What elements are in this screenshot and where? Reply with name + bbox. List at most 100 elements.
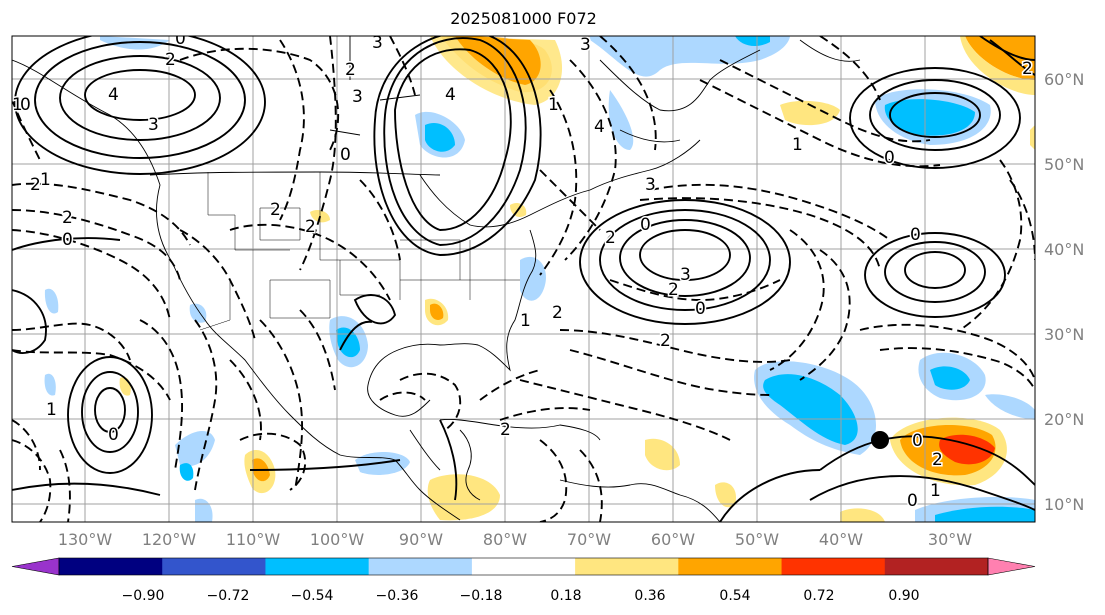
contours-dashed bbox=[12, 36, 1035, 522]
lon-label: 120°W bbox=[142, 530, 197, 549]
colorbar-tick: 0.18 bbox=[550, 588, 581, 604]
contour-label: 3 bbox=[580, 35, 591, 55]
colorbar-tick: 0.72 bbox=[803, 588, 834, 604]
contour-label: 3 bbox=[680, 265, 691, 285]
longitude-labels: 130°W 120°W 110°W 100°W 90°W 80°W 70°W 6… bbox=[58, 530, 972, 549]
fill-blue bbox=[763, 374, 858, 445]
colorbar-tick: −0.36 bbox=[376, 588, 419, 604]
lon-label: 40°W bbox=[819, 530, 863, 549]
lon-label: 110°W bbox=[226, 530, 281, 549]
colorbar-segment bbox=[162, 558, 266, 575]
fill-blue bbox=[935, 506, 1035, 522]
fill-yellow bbox=[119, 376, 131, 396]
fill-orange bbox=[455, 36, 541, 85]
contour-label: 0 bbox=[912, 431, 923, 451]
colorbar-tick: 0.54 bbox=[719, 588, 750, 604]
lat-label: 50°N bbox=[1044, 155, 1084, 174]
contour-label: 3 bbox=[352, 87, 363, 107]
lon-label: 30°W bbox=[928, 530, 972, 549]
fill-red bbox=[939, 434, 995, 465]
contour-label: 2 bbox=[30, 175, 41, 195]
fill-lightblue bbox=[195, 498, 213, 522]
contour-label: 2 bbox=[345, 60, 356, 80]
fill-yellow bbox=[1030, 125, 1035, 150]
fill-blue bbox=[735, 36, 770, 47]
lon-label: 130°W bbox=[58, 530, 113, 549]
colorbar-tick: 0.90 bbox=[888, 588, 919, 604]
contour-label: 0 bbox=[108, 425, 119, 445]
contour-label: 1 bbox=[520, 311, 531, 331]
contour-label: 0 bbox=[340, 145, 351, 165]
contour-label: 2 bbox=[500, 420, 511, 440]
lon-label: 100°W bbox=[310, 530, 365, 549]
fill-blue bbox=[179, 463, 194, 481]
contour-label: 2 bbox=[305, 217, 316, 237]
anomaly-fills bbox=[44, 36, 1035, 522]
contour-label: 2 bbox=[552, 303, 563, 323]
contour-label: 2 bbox=[605, 228, 616, 248]
contour-label: 2 bbox=[165, 50, 176, 70]
contour-label: 2 bbox=[668, 280, 679, 300]
contour-label: 1 bbox=[548, 95, 559, 115]
fill-lightblue bbox=[985, 394, 1035, 420]
storm-center-marker bbox=[871, 431, 889, 449]
fill-lightblue bbox=[608, 90, 634, 150]
colorbar-segment bbox=[884, 558, 989, 575]
fill-yellow bbox=[960, 36, 1035, 95]
contour-label: 1 bbox=[46, 400, 57, 420]
fill-blue bbox=[884, 99, 975, 136]
contour-label: 0 bbox=[695, 299, 706, 319]
contour-label: 0 bbox=[910, 225, 921, 245]
colorbar-tick: −0.54 bbox=[291, 588, 334, 604]
colorbar-frame bbox=[58, 557, 989, 576]
fill-lightblue bbox=[590, 36, 790, 77]
contour-label: 3 bbox=[645, 175, 656, 195]
latitude-labels: 60°N 50°N 40°N 30°N 20°N 10°N bbox=[1044, 70, 1084, 514]
fill-yellow bbox=[427, 474, 500, 521]
contour-label: 3 bbox=[148, 115, 159, 135]
lon-label: 90°W bbox=[399, 530, 443, 549]
map-title: 2025081000 F072 bbox=[450, 9, 597, 28]
fill-lightblue bbox=[175, 430, 215, 467]
colorbar-extend-low bbox=[11, 557, 60, 576]
colorbar-segment bbox=[368, 558, 473, 575]
contour-label: 2 bbox=[1022, 59, 1033, 79]
fill-yellow bbox=[645, 438, 680, 471]
colorbar-ticks: −0.90 −0.72 −0.54 −0.36 −0.18 0.18 0.36 … bbox=[122, 588, 920, 604]
fill-lightblue bbox=[520, 256, 546, 301]
contour-label: 2 bbox=[932, 450, 943, 470]
contour-label: 4 bbox=[445, 85, 456, 105]
lat-label: 60°N bbox=[1044, 70, 1084, 89]
lat-label: 40°N bbox=[1044, 240, 1084, 259]
lon-label: 60°W bbox=[651, 530, 695, 549]
colorbar-segment bbox=[265, 558, 370, 575]
contour-label: 2 bbox=[62, 208, 73, 228]
fill-orange bbox=[430, 303, 444, 321]
fill-lightblue bbox=[44, 373, 56, 396]
state-borders bbox=[199, 172, 520, 331]
contour-label: 1 bbox=[12, 95, 23, 115]
contour-label: 1 bbox=[792, 135, 803, 155]
colorbar-segment bbox=[59, 558, 163, 575]
fill-blue bbox=[930, 366, 970, 390]
contour-label: 0 bbox=[907, 491, 918, 511]
colorbar-tick: −0.90 bbox=[122, 588, 165, 604]
contours-solid bbox=[12, 36, 1035, 522]
lon-label: 70°W bbox=[567, 530, 611, 549]
fill-yellow bbox=[715, 482, 736, 508]
map-frame bbox=[11, 35, 1036, 523]
colorbar-extend-high bbox=[987, 557, 1036, 576]
coastlines bbox=[12, 36, 861, 522]
contour-label: 0 bbox=[884, 148, 895, 168]
contour-label: 2 bbox=[660, 331, 671, 351]
lat-label: 20°N bbox=[1044, 410, 1084, 429]
colorbar-segment bbox=[781, 558, 886, 575]
colorbar-segment bbox=[575, 558, 679, 575]
contour-label: 4 bbox=[108, 85, 119, 105]
contour-label: 0 bbox=[175, 29, 186, 49]
colorbar-tick: 0.36 bbox=[634, 588, 665, 604]
contour-label: 1 bbox=[40, 170, 51, 190]
contour-label: 2 bbox=[270, 200, 281, 220]
